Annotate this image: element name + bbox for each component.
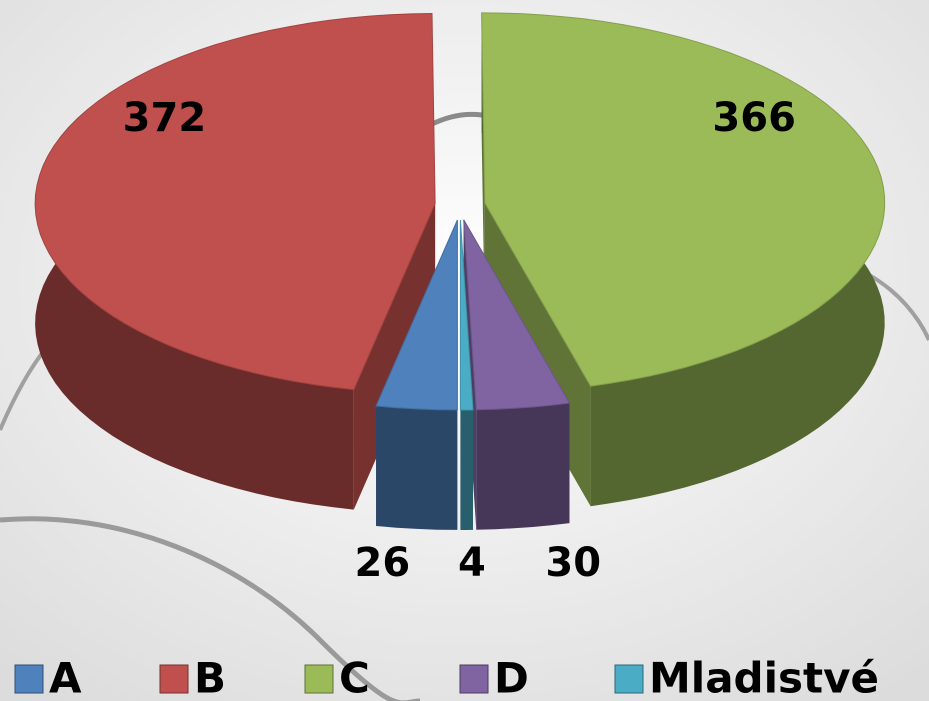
data-label: 30 [545,540,601,586]
legend-label: A [49,654,82,701]
decor-wire [0,516,420,701]
slice-side [353,203,436,510]
slice [375,219,458,411]
pie [34,12,886,530]
slice [459,219,474,411]
data-label: 26 [355,540,411,586]
slice [34,12,436,391]
data-label: 372 [123,95,207,141]
slice [481,12,886,387]
legend-marker [304,664,334,694]
legend-label: Mladistvé [649,654,879,701]
data-label: 366 [712,95,796,141]
legend-marker [614,664,644,694]
data-label: 4 [458,540,486,586]
legend-label: B [194,654,226,701]
slice [463,219,571,411]
legend-marker [14,664,44,694]
data-labels: 26 372 366 30 4 [123,95,796,586]
slice-side [460,409,473,530]
legend-marker [159,664,189,694]
legend-label: C [339,654,370,701]
slice-side [476,403,570,530]
legend-marker [459,664,489,694]
slice-side [376,406,458,530]
legend: A B C D Mladistvé [14,654,879,701]
legend-label: D [494,654,529,701]
